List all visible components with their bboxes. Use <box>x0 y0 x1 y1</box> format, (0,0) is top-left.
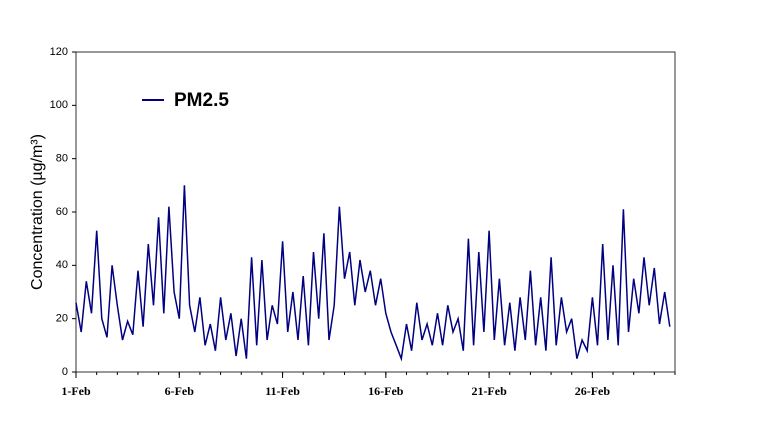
y-tick-label: 0 <box>62 366 68 378</box>
data-line <box>75 185 671 362</box>
y-axis-label: Concentration (µg/m³) <box>29 134 46 290</box>
y-tick-label: 120 <box>50 46 68 58</box>
x-tick-label: 1-Feb <box>61 384 91 398</box>
x-tick-label: 11-Feb <box>265 384 300 398</box>
y-tick-label: 60 <box>56 206 68 218</box>
legend-label: PM2.5 <box>174 90 229 111</box>
x-tick-label: 26-Feb <box>575 384 611 398</box>
x-tick-label: 21-Feb <box>471 384 507 398</box>
y-tick-label: 100 <box>50 99 68 111</box>
y-tick-label: 80 <box>56 153 68 165</box>
y-tick-label: 20 <box>56 313 68 325</box>
x-tick-label: 6-Feb <box>165 384 195 398</box>
plot-frame <box>75 51 676 373</box>
x-tick-label: 16-Feb <box>368 384 404 398</box>
y-tick-label: 40 <box>56 259 68 271</box>
